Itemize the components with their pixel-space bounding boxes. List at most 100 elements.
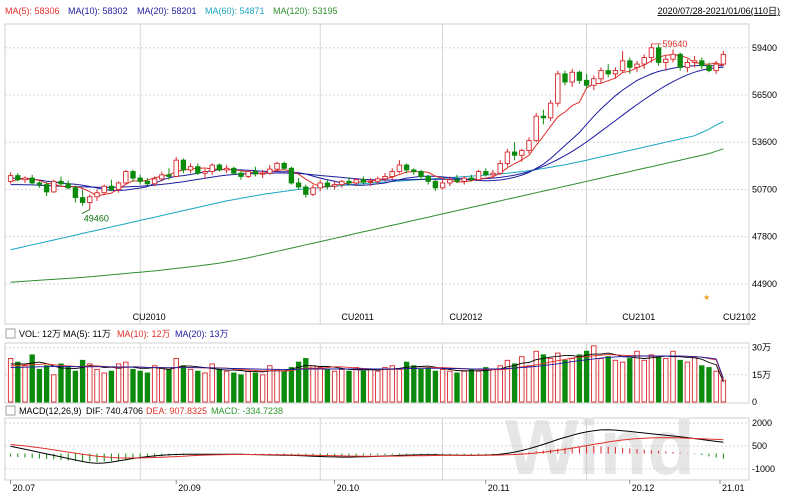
volume-bar — [288, 367, 295, 403]
candle-body — [691, 60, 698, 63]
volume-bar — [231, 372, 237, 403]
candle-body — [655, 47, 662, 63]
macd-tick-label: -1000 — [752, 464, 775, 474]
candle-body — [346, 180, 352, 184]
volume-panel: 30万 15万 0 — [5, 343, 771, 407]
volume-bar — [238, 374, 244, 403]
volume-bar — [425, 367, 431, 403]
candle — [144, 178, 151, 186]
candle-body — [173, 159, 179, 177]
macd-tick-label: 500 — [752, 441, 767, 451]
candle — [648, 43, 655, 63]
volume-bar — [166, 368, 172, 403]
candle — [317, 179, 323, 192]
ma10-line — [10, 64, 724, 191]
volume-bar — [375, 370, 381, 403]
volume-bar — [79, 359, 86, 403]
candle — [79, 189, 86, 206]
candle-body — [547, 102, 554, 119]
volume-bar — [418, 368, 424, 403]
candle-body — [7, 175, 14, 182]
candle-body — [339, 180, 345, 186]
price-tick-label: 56500 — [752, 90, 777, 100]
volume-bar — [612, 359, 619, 403]
volume-bar — [699, 365, 705, 403]
candle-body — [310, 187, 316, 195]
ma60-legend: MA(60): 54871 — [205, 6, 265, 16]
macd-panel-toggle[interactable] — [5, 405, 16, 416]
macd-legend-row: MACD(12,26,9) DIF: 740.4706 DEA: 907.832… — [5, 405, 283, 416]
candle — [166, 168, 172, 180]
candle-body — [461, 177, 467, 182]
volume-bar — [310, 365, 316, 403]
volume-bar — [360, 370, 367, 403]
candle-body — [324, 182, 331, 187]
candle-body — [497, 162, 503, 174]
volume-tick-label: 0 — [752, 397, 757, 407]
volume-bar — [202, 372, 208, 403]
candle — [36, 181, 43, 188]
date-range[interactable]: 2020/07/28-2021/01/06(110日) — [658, 6, 780, 16]
candle-body — [331, 184, 338, 187]
volume-bar — [22, 365, 28, 403]
ma10-legend: MA(10): 58302 — [68, 6, 128, 16]
date-tick-label: 20.12 — [632, 483, 655, 493]
volume-bar — [504, 359, 511, 403]
candle — [497, 160, 503, 175]
volume-bar — [634, 350, 640, 403]
candle-body — [123, 171, 129, 184]
candle-body — [483, 171, 489, 176]
candle-body — [454, 179, 460, 182]
candle-body — [245, 171, 251, 177]
candle-body — [274, 162, 280, 170]
volume-bar — [403, 361, 410, 403]
ma5-legend: MA(5): 58306 — [5, 6, 60, 16]
macd-panel-frame — [4, 417, 750, 481]
candle-body — [641, 57, 647, 65]
candle-body — [94, 192, 100, 198]
vol-value: VOL: 12万 — [19, 329, 61, 339]
candle — [677, 52, 683, 71]
candle — [274, 161, 280, 172]
candle — [411, 168, 417, 175]
candle-body — [720, 53, 727, 65]
volume-bar — [691, 356, 698, 403]
volume-bar — [36, 368, 43, 403]
candle — [641, 54, 647, 69]
volume-bar — [562, 359, 568, 403]
candle — [670, 49, 676, 63]
volume-bar — [303, 358, 309, 403]
ma20-line — [10, 66, 724, 188]
volume-panel-toggle[interactable] — [5, 328, 16, 339]
candle — [216, 163, 223, 172]
volume-bar — [576, 354, 583, 403]
volume-bar — [267, 365, 273, 403]
candle-body — [87, 196, 93, 203]
volume-legend-row: VOL: 12万 MA(5): 11万 MA(10): 12万 MA(20): … — [5, 328, 229, 339]
ma120-line — [10, 148, 724, 283]
volume-bar — [108, 370, 115, 403]
candle-body — [375, 178, 381, 182]
candle-body — [101, 185, 107, 194]
candle-body — [468, 177, 475, 181]
candle — [490, 169, 496, 179]
volume-bar — [540, 354, 547, 403]
candle — [375, 176, 381, 185]
candle — [360, 176, 367, 185]
volume-bar — [663, 358, 669, 403]
candle — [115, 181, 122, 193]
candle — [691, 55, 698, 68]
candle-body — [598, 70, 604, 80]
volume-bar — [627, 358, 633, 403]
candle — [519, 148, 525, 162]
candle — [720, 51, 727, 66]
candle — [612, 67, 619, 79]
candle — [605, 64, 611, 78]
volume-bar — [641, 359, 647, 403]
candle-body — [475, 171, 482, 181]
candle-body — [418, 171, 424, 177]
ma20-legend: MA(20): 58201 — [137, 6, 197, 16]
candle-body — [605, 70, 611, 75]
